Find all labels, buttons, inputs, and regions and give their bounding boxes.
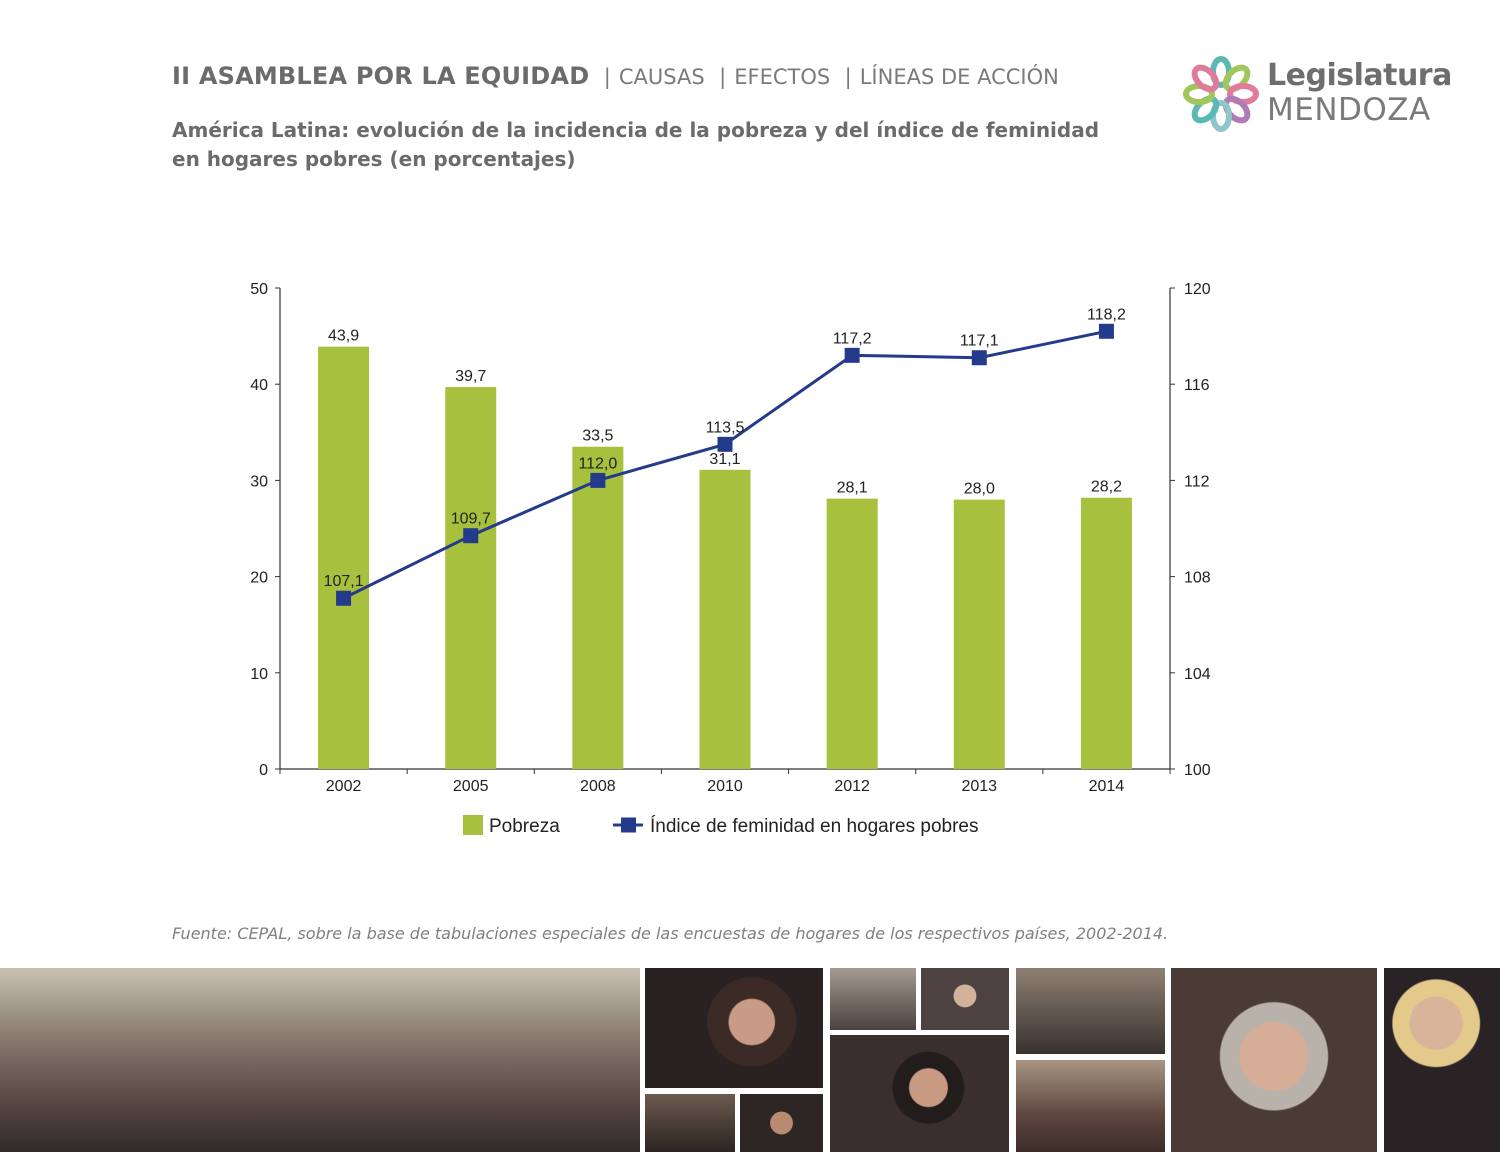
speaker-photo	[740, 1094, 823, 1152]
bar-data-label: 31,1	[709, 451, 740, 468]
line-point-feminidad	[336, 590, 352, 606]
group-photo	[0, 968, 640, 1152]
x-tick-label: 2002	[326, 778, 362, 795]
bar-pobreza	[572, 446, 624, 769]
bar-data-label: 43,9	[328, 328, 359, 345]
speaker-photo	[1384, 968, 1500, 1152]
x-tick-label: 2010	[707, 778, 743, 795]
legend-swatch-pobreza	[463, 815, 483, 835]
header-separator: |	[603, 65, 611, 89]
y-tick-label-left: 0	[259, 762, 268, 779]
legend-label-pobreza: Pobreza	[489, 816, 560, 837]
legislatura-logo: Legislatura MENDOZA	[1183, 56, 1452, 136]
y-tick-label-left: 20	[250, 570, 268, 587]
x-tick-label: 2013	[961, 778, 997, 795]
line-point-feminidad	[1098, 323, 1114, 339]
audience-photo	[1016, 1060, 1165, 1152]
speaker-photo	[921, 968, 1009, 1030]
logo-line2: MENDOZA	[1267, 92, 1431, 128]
flower-logo-icon	[1183, 56, 1259, 132]
line-data-label: 117,1	[960, 333, 999, 350]
y-tick-label-right: 100	[1184, 762, 1211, 779]
audience-photo	[645, 1094, 735, 1152]
y-tick-label-left: 30	[250, 473, 268, 490]
y-tick-label-right: 120	[1184, 281, 1211, 298]
line-data-label: 112,0	[578, 455, 617, 472]
bar-pobreza	[953, 499, 1005, 769]
x-tick-label: 2008	[580, 778, 616, 795]
chart-title: América Latina: evolución de la incidenc…	[172, 118, 1100, 171]
bar-data-label: 28,0	[964, 481, 995, 498]
poverty-chart: 0 10 20 30 40 50 100 104 108 112 116 120 2002 2005 200…	[250, 281, 1211, 837]
bar-pobreza	[826, 498, 878, 769]
y-tick-label-right: 108	[1184, 570, 1211, 587]
photo-strip	[0, 968, 1500, 1152]
header-link-efectos[interactable]: EFECTOS	[734, 65, 831, 89]
bar-pobreza	[445, 387, 497, 769]
bar-data-label: 33,5	[582, 428, 613, 445]
line-point-feminidad	[844, 347, 860, 363]
x-tick-label: 2012	[834, 778, 870, 795]
line-data-label: 109,7	[451, 511, 491, 528]
x-tick-label: 2014	[1089, 778, 1125, 795]
legend-label-feminidad: Índice de feminidad en hogares pobres	[650, 816, 979, 837]
logo-line1: Legislatura	[1267, 58, 1452, 93]
audience-photo	[1016, 968, 1165, 1054]
line-data-label: 117,2	[833, 330, 872, 347]
line-point-feminidad	[971, 350, 987, 366]
line-data-label: 118,2	[1087, 306, 1126, 323]
speaker-photo	[645, 968, 823, 1088]
bar-data-label: 39,7	[455, 368, 486, 385]
event-title: II ASAMBLEA POR LA EQUIDAD	[172, 62, 590, 90]
logo-petal	[1191, 64, 1220, 93]
legend-marker-feminidad	[621, 817, 636, 833]
y-tick-label-right: 112	[1184, 473, 1210, 490]
speaker-photo	[830, 1035, 1009, 1152]
y-tick-label-left: 10	[250, 666, 268, 683]
bar-pobreza	[699, 469, 751, 769]
x-tick-label: 2005	[453, 778, 489, 795]
y-tick-label-right: 104	[1184, 666, 1211, 683]
bar-pobreza	[318, 346, 370, 769]
bar-data-label: 28,1	[837, 480, 868, 497]
page-header: II ASAMBLEA POR LA EQUIDAD | CAUSAS | EFEC…	[172, 62, 1059, 90]
header-link-lineas[interactable]: LÍNEAS DE ACCIÓN	[859, 65, 1059, 89]
audience-photo	[830, 968, 916, 1030]
speaker-photo	[1171, 968, 1377, 1152]
source-note: Fuente: CEPAL, sobre la base de tabulaci…	[172, 924, 1169, 943]
bar-data-label: 28,2	[1091, 479, 1122, 496]
y-tick-label-left: 50	[250, 281, 268, 298]
line-point-feminidad	[717, 436, 733, 452]
line-data-label: 113,5	[706, 419, 745, 436]
header-link-causas[interactable]: CAUSAS	[618, 65, 705, 89]
header-separator: |	[844, 65, 852, 89]
header-separator: |	[719, 65, 727, 89]
line-point-feminidad	[463, 528, 479, 544]
line-point-feminidad	[590, 472, 606, 488]
line-data-label: 107,1	[324, 573, 364, 590]
y-tick-label-right: 116	[1184, 377, 1210, 394]
y-tick-label-left: 40	[250, 377, 268, 394]
bar-pobreza	[1080, 497, 1132, 769]
